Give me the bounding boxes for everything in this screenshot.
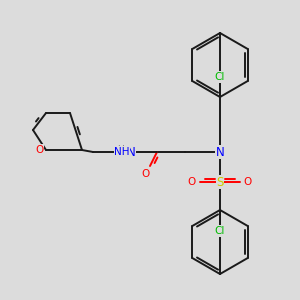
Text: S: S (216, 176, 224, 188)
Text: O: O (142, 169, 150, 179)
Text: O: O (244, 177, 252, 187)
Text: H: H (117, 146, 123, 154)
Text: N: N (127, 146, 136, 158)
Text: O: O (188, 177, 196, 187)
Text: O: O (35, 145, 43, 155)
Text: Cl: Cl (215, 226, 225, 236)
Text: Cl: Cl (215, 72, 225, 82)
Text: N: N (216, 146, 224, 158)
Text: NH: NH (114, 147, 130, 157)
